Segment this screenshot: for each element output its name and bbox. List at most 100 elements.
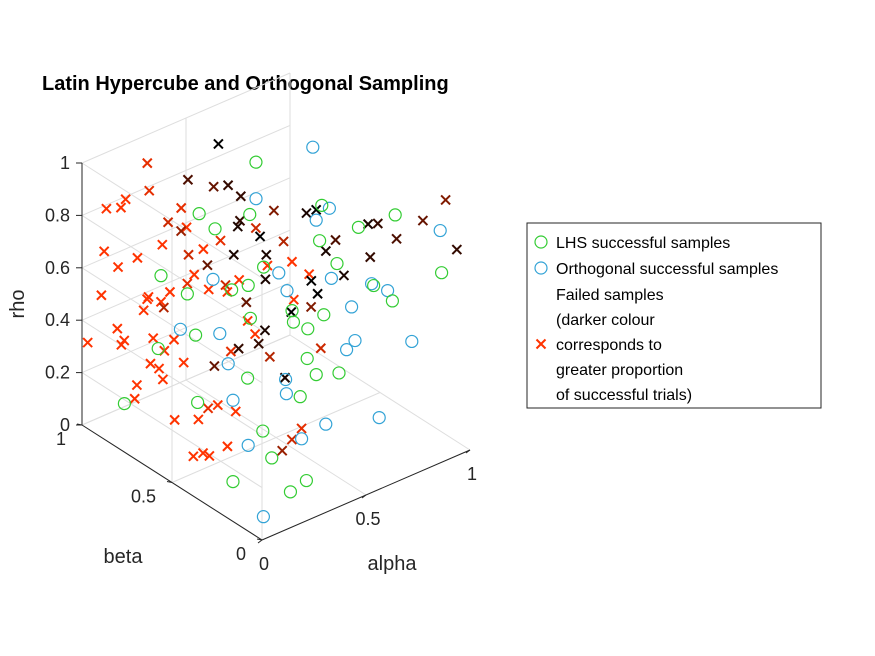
failed-sample-point [225,346,237,357]
failed-sample-point [157,239,168,250]
legend-marker-2 [535,338,547,350]
y-tick-mark [166,481,173,483]
x-marker-stroke [288,294,299,305]
legend-label-0: LHS successful samples [556,235,730,252]
orthogonal-sample-point [295,432,309,446]
x-marker-stroke [242,315,253,327]
z-tick-label: 0.2 [45,363,70,383]
failed-sample-point [131,379,143,391]
orthogonal-sample-point [241,438,255,452]
x-marker-stroke [260,274,271,285]
x-marker-stroke [112,261,124,273]
lhs-sample-point [191,395,205,410]
x-marker-stroke [182,278,193,289]
lhs-sample-point [226,475,240,489]
x-marker-stroke [98,246,110,257]
failed-sample-point [338,270,350,281]
y-tick-label: 0 [236,544,246,564]
failed-sample-point [228,249,239,260]
x-marker-stroke [82,337,93,348]
x-tick-mark [257,539,263,544]
x-tick-label: 0.5 [355,509,380,529]
legend-label-2: (darker colour [556,312,655,329]
orthogonal-sample-point [340,343,354,357]
orthogonal-sample-point [226,393,240,407]
lhs-sample-point [367,278,381,293]
data-points [82,138,463,524]
failed-sample-point [164,286,176,298]
lhs-sample-point [293,390,307,404]
x-marker-stroke [303,268,315,280]
failed-sample-point [193,414,204,425]
failed-sample-point [82,337,93,348]
failed-sample-point [305,301,317,313]
legend-marker-1 [534,261,548,275]
z-axis-label: rho [7,290,29,319]
y-axis-label: beta [104,546,144,568]
x-marker-stroke [241,297,252,308]
x-marker-stroke [198,243,209,255]
failed-sample-point [372,218,384,229]
orthogonal-sample-point [322,201,336,215]
lhs-sample-point [330,256,344,271]
failed-sample-point [96,290,107,301]
failed-sample-point [254,231,266,242]
x-marker-stroke [233,274,245,286]
failed-sample-point [230,406,241,417]
failed-sample-point [182,174,194,185]
failed-sample-point [268,205,280,216]
lhs-sample-point [299,473,313,488]
x-marker-stroke [147,332,159,344]
failed-sample-point [303,268,315,280]
orthogonal-sample-point [280,284,294,298]
failed-sample-point [203,284,214,295]
x-marker-stroke [259,325,271,336]
x-marker-stroke [440,194,451,206]
x-marker-stroke [175,225,187,237]
failed-sample-point [115,202,127,213]
orthogonal-sample-point [433,223,447,238]
legend-label-2: of successful trials) [556,387,692,404]
lhs-sample-point [180,287,194,301]
lhs-sample-point [309,368,323,382]
orthogonal-sample-point [249,192,263,206]
x-marker-stroke [212,399,223,411]
failed-sample-point [157,374,169,385]
x-marker-stroke [262,260,273,271]
x-marker-stroke [120,194,131,205]
x-marker-stroke [188,269,200,280]
lhs-sample-point [241,278,255,292]
orthogonal-sample-point [256,510,270,524]
failed-sample-point [145,358,156,369]
lhs-sample-point [208,222,222,236]
lhs-sample-point [317,308,331,322]
lhs-sample-point [300,351,314,366]
x-marker-stroke [391,233,402,245]
x-marker-stroke [101,203,112,214]
x-marker-stroke [181,222,192,233]
orthogonal-sample-point [206,272,220,286]
x-marker-stroke [305,301,317,313]
failed-sample-point [391,233,402,245]
failed-sample-point [241,297,252,308]
lhs-sample-point [243,207,257,222]
y-tick-label: 0.5 [131,487,156,507]
orthogonal-sample-point [272,266,286,280]
failed-sample-point [98,246,110,257]
failed-sample-point [296,423,307,434]
failed-sample-point [278,236,289,247]
x-marker-stroke [169,414,180,426]
x-marker-stroke [164,286,176,298]
x-marker-stroke [203,284,214,295]
x-marker-stroke [193,414,204,425]
legend-label-2: greater proportion [556,362,683,379]
failed-sample-point [213,138,224,150]
failed-sample-point [222,286,233,298]
failed-sample-point [132,252,143,264]
x-marker-stroke [312,288,323,299]
lhs-sample-point [315,198,329,212]
x-marker-stroke [228,249,239,260]
failed-sample-point [142,157,153,169]
lhs-sample-point [385,294,399,308]
x-marker-stroke [233,343,244,354]
